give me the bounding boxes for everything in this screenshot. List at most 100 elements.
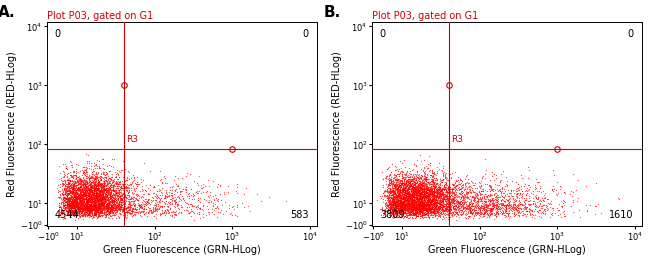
Point bbox=[88, 185, 98, 189]
Point bbox=[390, 201, 400, 205]
Point bbox=[493, 212, 503, 216]
Point bbox=[94, 201, 105, 205]
Point bbox=[93, 202, 103, 206]
Point bbox=[421, 182, 432, 186]
Point bbox=[82, 195, 92, 199]
Point bbox=[66, 210, 77, 214]
Point bbox=[425, 196, 436, 200]
Point bbox=[439, 187, 450, 191]
Point bbox=[72, 212, 83, 216]
Point bbox=[396, 204, 407, 208]
Point bbox=[162, 202, 172, 206]
Point bbox=[108, 205, 118, 209]
Point bbox=[70, 195, 80, 199]
Point bbox=[73, 187, 84, 192]
Point bbox=[552, 208, 563, 212]
Point bbox=[413, 208, 424, 212]
Point bbox=[414, 204, 424, 208]
Point bbox=[445, 204, 455, 209]
Point bbox=[84, 202, 95, 206]
Point bbox=[398, 204, 409, 208]
Point bbox=[132, 210, 142, 214]
Point bbox=[94, 183, 105, 187]
Point bbox=[62, 186, 72, 190]
Point bbox=[126, 197, 136, 201]
Point bbox=[411, 207, 421, 211]
Point bbox=[112, 209, 122, 213]
Point bbox=[70, 199, 80, 203]
Point bbox=[469, 214, 479, 218]
Point bbox=[131, 186, 141, 190]
Point bbox=[90, 185, 101, 189]
Point bbox=[413, 182, 423, 187]
Point bbox=[112, 203, 122, 207]
Point bbox=[422, 203, 432, 207]
Point bbox=[405, 174, 415, 179]
Point bbox=[82, 179, 92, 183]
Point bbox=[426, 187, 437, 191]
Point bbox=[406, 199, 417, 203]
Point bbox=[460, 192, 471, 197]
Point bbox=[400, 201, 410, 205]
Point bbox=[64, 200, 75, 205]
Point bbox=[415, 214, 426, 218]
Point bbox=[75, 209, 86, 213]
Point bbox=[389, 191, 399, 195]
Point bbox=[118, 205, 128, 209]
Point bbox=[65, 179, 75, 183]
Point bbox=[84, 199, 95, 204]
Point bbox=[81, 167, 91, 171]
Point bbox=[84, 176, 94, 180]
Point bbox=[423, 205, 434, 209]
Point bbox=[111, 188, 121, 192]
Point bbox=[398, 199, 408, 204]
Point bbox=[64, 202, 74, 206]
Point bbox=[79, 205, 89, 209]
Point bbox=[72, 178, 82, 182]
Point bbox=[400, 192, 411, 196]
Point bbox=[484, 203, 495, 207]
Point bbox=[433, 213, 443, 218]
Point bbox=[411, 205, 422, 209]
Point bbox=[113, 204, 124, 209]
Point bbox=[452, 194, 463, 198]
Point bbox=[393, 192, 403, 196]
Point bbox=[58, 197, 68, 201]
Point bbox=[101, 214, 111, 218]
Point bbox=[69, 200, 79, 204]
Point bbox=[496, 172, 506, 176]
Point bbox=[424, 187, 435, 191]
Point bbox=[192, 183, 203, 187]
Point bbox=[478, 187, 488, 191]
Point bbox=[58, 181, 68, 185]
Point bbox=[453, 207, 463, 212]
Point bbox=[396, 200, 407, 205]
Point bbox=[413, 188, 424, 192]
Point bbox=[101, 192, 111, 196]
Point bbox=[72, 187, 83, 192]
Point bbox=[83, 201, 93, 206]
Point bbox=[103, 198, 113, 202]
Point bbox=[383, 194, 393, 199]
Point bbox=[72, 209, 83, 213]
Point bbox=[439, 213, 450, 217]
Point bbox=[68, 209, 79, 213]
Point bbox=[83, 186, 94, 190]
Point bbox=[392, 205, 402, 210]
Point bbox=[429, 208, 439, 212]
Point bbox=[77, 195, 87, 199]
Point bbox=[568, 172, 578, 176]
Text: R3: R3 bbox=[451, 135, 463, 144]
Point bbox=[387, 202, 397, 206]
Point bbox=[391, 206, 401, 211]
Point bbox=[504, 197, 515, 201]
Point bbox=[70, 197, 80, 201]
Point bbox=[131, 183, 142, 188]
Point bbox=[97, 203, 107, 207]
Point bbox=[92, 207, 103, 211]
Point bbox=[118, 194, 129, 198]
Point bbox=[64, 184, 75, 188]
Point bbox=[398, 187, 409, 191]
Point bbox=[480, 172, 490, 176]
Point bbox=[116, 196, 127, 200]
